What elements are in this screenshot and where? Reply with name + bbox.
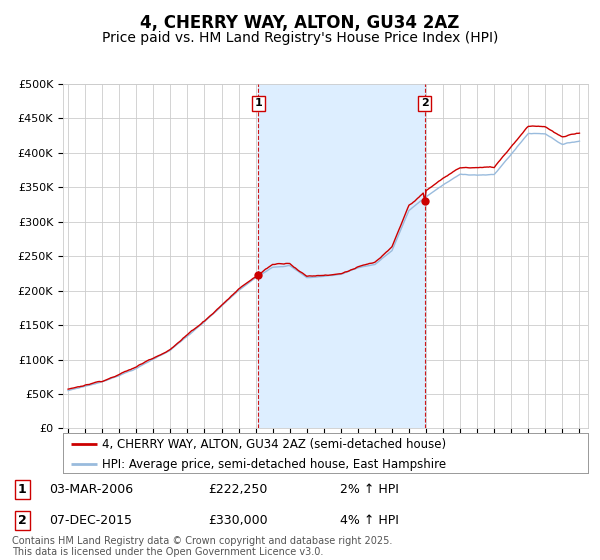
Text: 4% ↑ HPI: 4% ↑ HPI <box>340 514 399 527</box>
Text: 4, CHERRY WAY, ALTON, GU34 2AZ (semi-detached house): 4, CHERRY WAY, ALTON, GU34 2AZ (semi-det… <box>103 438 446 451</box>
Text: 2: 2 <box>18 514 27 527</box>
Text: 4, CHERRY WAY, ALTON, GU34 2AZ: 4, CHERRY WAY, ALTON, GU34 2AZ <box>140 14 460 32</box>
Text: HPI: Average price, semi-detached house, East Hampshire: HPI: Average price, semi-detached house,… <box>103 458 446 471</box>
Text: Contains HM Land Registry data © Crown copyright and database right 2025.
This d: Contains HM Land Registry data © Crown c… <box>12 535 392 557</box>
Text: £222,250: £222,250 <box>208 483 267 496</box>
Bar <box>259 84 425 428</box>
Text: 1: 1 <box>254 99 262 108</box>
Text: £330,000: £330,000 <box>208 514 268 527</box>
Text: 1: 1 <box>18 483 27 496</box>
Text: 2: 2 <box>421 99 428 108</box>
Text: 03-MAR-2006: 03-MAR-2006 <box>49 483 134 496</box>
Text: 2% ↑ HPI: 2% ↑ HPI <box>340 483 399 496</box>
Text: 07-DEC-2015: 07-DEC-2015 <box>49 514 133 527</box>
Text: Price paid vs. HM Land Registry's House Price Index (HPI): Price paid vs. HM Land Registry's House … <box>102 31 498 45</box>
